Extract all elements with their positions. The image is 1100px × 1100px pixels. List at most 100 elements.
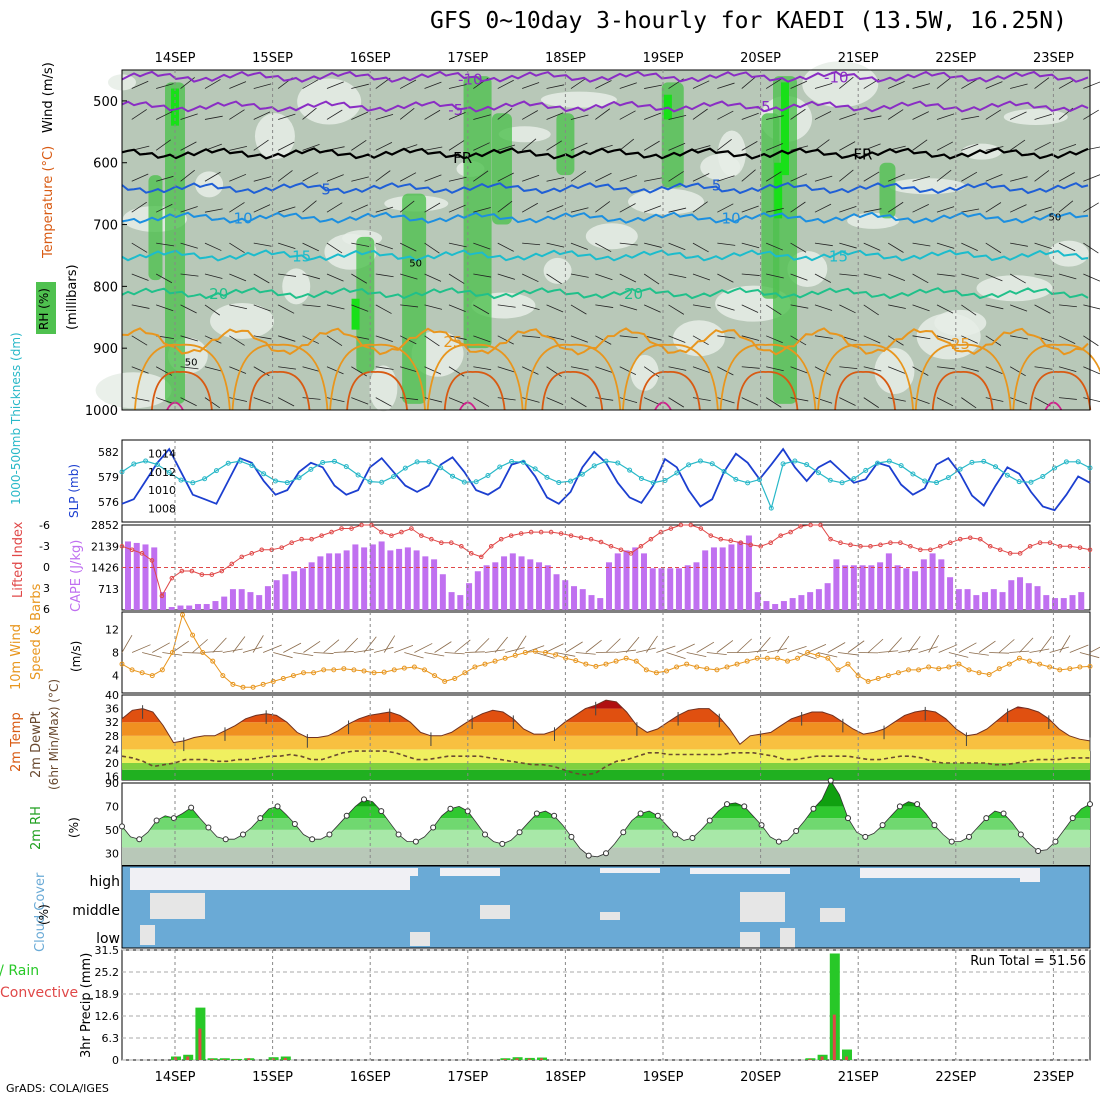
wind-speed-marker	[926, 664, 932, 670]
wind-barb	[302, 242, 319, 252]
wind-speed-marker	[1067, 666, 1073, 672]
thickness-marker	[296, 475, 302, 481]
lifted-index-marker	[598, 539, 604, 545]
rh-marker	[637, 810, 644, 817]
cape-bar	[789, 598, 796, 610]
wind10m-barb	[706, 652, 727, 655]
temp-band	[122, 749, 1090, 763]
contour-label: -10	[824, 68, 849, 86]
cloud-gap	[140, 925, 155, 945]
contour-label: 15	[292, 248, 311, 266]
wind-speed-marker	[220, 673, 226, 679]
lifted-index-marker	[1017, 551, 1023, 556]
wind-barb	[1010, 397, 1028, 405]
slp-tick-label: 1014	[148, 448, 176, 461]
lifted-index-marker	[648, 536, 654, 542]
wind-barb	[1058, 397, 1077, 400]
thickness-marker	[473, 479, 479, 485]
li-tick-label: 6	[43, 603, 50, 616]
wind-barb	[863, 171, 880, 182]
wind-barb	[814, 111, 832, 120]
wind-barb	[692, 201, 708, 213]
wind-barb	[1010, 176, 1028, 182]
lifted-index-marker	[279, 545, 284, 550]
lifted-index-marker	[419, 533, 424, 538]
wind-barb	[253, 176, 272, 182]
thickness-marker	[815, 470, 821, 476]
wind-barb	[1034, 242, 1052, 250]
cape-bar	[291, 571, 298, 610]
wind-barb	[351, 176, 369, 182]
wind-speed-marker	[1006, 661, 1012, 667]
wind10m-barb	[837, 652, 858, 656]
wind10m-barb	[1089, 646, 1100, 653]
wind-speed-marker	[210, 658, 216, 664]
wind-barb	[961, 171, 978, 182]
wind-barb	[936, 141, 954, 151]
cloud-high-clear	[440, 868, 500, 876]
wind-speed-marker	[290, 673, 296, 679]
precip-conv-bar	[198, 1028, 202, 1060]
cape-bar	[151, 547, 158, 610]
wind-barb	[546, 177, 565, 182]
cape-bar	[973, 595, 980, 610]
wind-barb	[473, 242, 491, 250]
thickness-marker	[886, 458, 892, 464]
bottom-date-label: 15SEP	[252, 1070, 293, 1085]
thickness-marker	[426, 459, 432, 465]
lifted-index-marker	[568, 533, 574, 538]
wind-speed-marker	[159, 667, 165, 673]
wind-barb	[424, 242, 440, 254]
wind-barb	[277, 397, 295, 407]
cape-bar	[317, 556, 324, 610]
thickness-marker	[969, 459, 975, 465]
precip-conv-bar	[808, 1058, 812, 1060]
cape-bar	[868, 565, 875, 610]
wind-barb	[717, 175, 735, 182]
wind-barb	[570, 142, 588, 151]
cape-bar	[920, 559, 927, 610]
wind-barb	[253, 335, 272, 340]
wind-speed-marker	[442, 678, 448, 684]
wind-barb	[302, 172, 319, 182]
wind-speed-marker	[633, 658, 639, 664]
wind-speed-marker	[714, 667, 720, 673]
wind-barb	[839, 205, 857, 213]
thickness-marker	[1004, 472, 1010, 478]
wind-barb	[131, 109, 147, 120]
wind-barb	[839, 273, 858, 277]
cape-bar	[597, 598, 604, 610]
wind-barb	[278, 206, 296, 213]
precip-tick-label: 18.9	[95, 988, 120, 1001]
wind10m-barb	[222, 648, 243, 653]
wind-barb	[766, 242, 783, 251]
wind-barb	[399, 242, 417, 252]
wind-barb	[570, 170, 587, 182]
cape-tick-label: 713	[98, 583, 119, 596]
wind-barb	[985, 366, 1003, 374]
wind-barb	[1058, 200, 1074, 213]
wind-barb	[302, 79, 319, 89]
wind-speed-marker	[623, 655, 629, 661]
isotherm-30	[719, 343, 817, 411]
wind-axis-label: Wind (m/s)	[41, 62, 56, 133]
wind-barb	[473, 207, 491, 213]
wind-barb	[717, 304, 735, 311]
wind-barb	[668, 273, 687, 279]
wind-barb	[546, 84, 565, 89]
wind-barb	[326, 81, 344, 89]
wind10m-barb	[918, 646, 938, 653]
lifted-index-marker	[898, 540, 903, 546]
cloud-gap	[740, 932, 760, 948]
wind-barb	[424, 174, 442, 182]
precip-conv-bar	[820, 1056, 824, 1060]
wind-barb	[936, 366, 955, 370]
cloud-high-clear	[1020, 868, 1040, 882]
wind-speed-marker	[653, 670, 659, 676]
wind-barb	[887, 109, 904, 120]
wind-barb	[961, 304, 977, 316]
wind-barb	[400, 304, 419, 308]
cape-bar	[947, 577, 954, 610]
wind-barb	[204, 304, 221, 316]
thickness-marker	[603, 458, 609, 464]
